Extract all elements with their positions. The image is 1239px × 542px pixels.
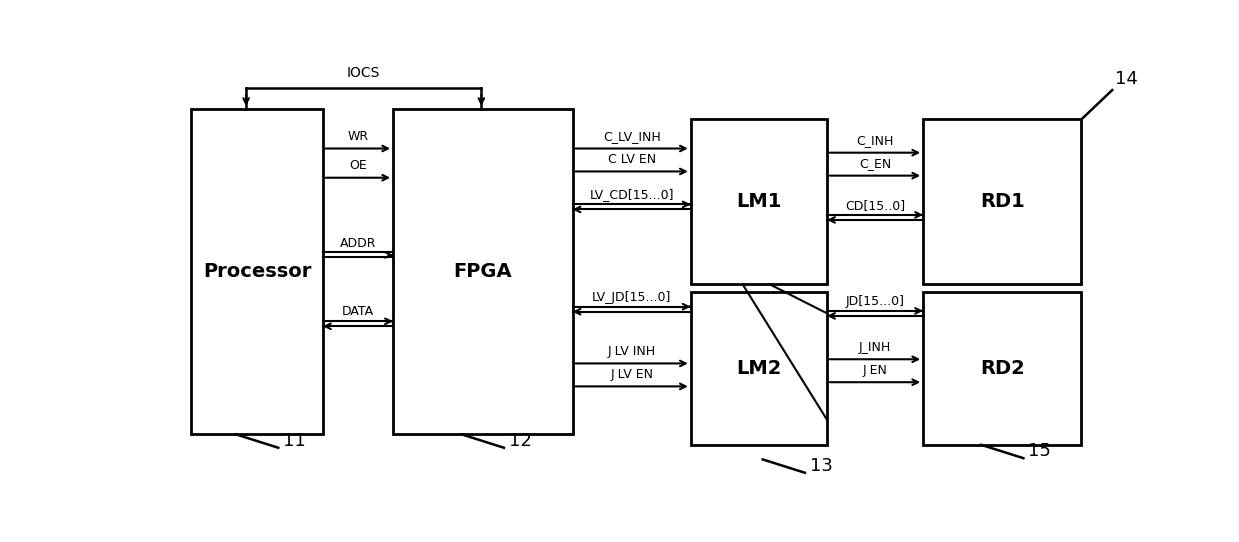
Text: C_EN: C_EN (859, 157, 891, 170)
Text: DATA: DATA (342, 305, 374, 318)
Text: LV_JD[15...0]: LV_JD[15...0] (592, 291, 672, 304)
Text: C LV EN: C LV EN (607, 153, 655, 166)
Text: ADDR: ADDR (339, 236, 377, 249)
Text: LM2: LM2 (736, 359, 782, 378)
Text: LV_CD[15...0]: LV_CD[15...0] (590, 189, 674, 202)
Bar (393, 109, 572, 434)
Text: FPGA: FPGA (453, 262, 512, 281)
Text: OE: OE (349, 159, 367, 172)
Text: CD[15..0]: CD[15..0] (845, 199, 906, 212)
Text: J LV INH: J LV INH (607, 345, 655, 358)
Bar (923, 293, 1082, 445)
Text: IOCS: IOCS (347, 67, 380, 80)
Text: C_LV_INH: C_LV_INH (602, 130, 660, 143)
Bar (191, 109, 323, 434)
Text: J_INH: J_INH (859, 341, 891, 354)
Text: RD1: RD1 (980, 192, 1025, 211)
Text: 12: 12 (509, 432, 532, 450)
Text: 14: 14 (1115, 70, 1137, 88)
Text: RD2: RD2 (980, 359, 1025, 378)
Text: J LV EN: J LV EN (610, 368, 653, 381)
Text: 15: 15 (1028, 442, 1051, 461)
Text: WR: WR (347, 130, 368, 143)
Text: C_INH: C_INH (856, 134, 893, 147)
Text: 11: 11 (282, 432, 306, 450)
Bar (923, 119, 1082, 284)
Bar (690, 293, 828, 445)
Text: J EN: J EN (862, 364, 887, 377)
Text: JD[15...0]: JD[15...0] (845, 295, 904, 308)
Text: LM1: LM1 (736, 192, 782, 211)
Bar (690, 119, 828, 284)
Text: 13: 13 (810, 457, 833, 475)
Text: Processor: Processor (203, 262, 311, 281)
